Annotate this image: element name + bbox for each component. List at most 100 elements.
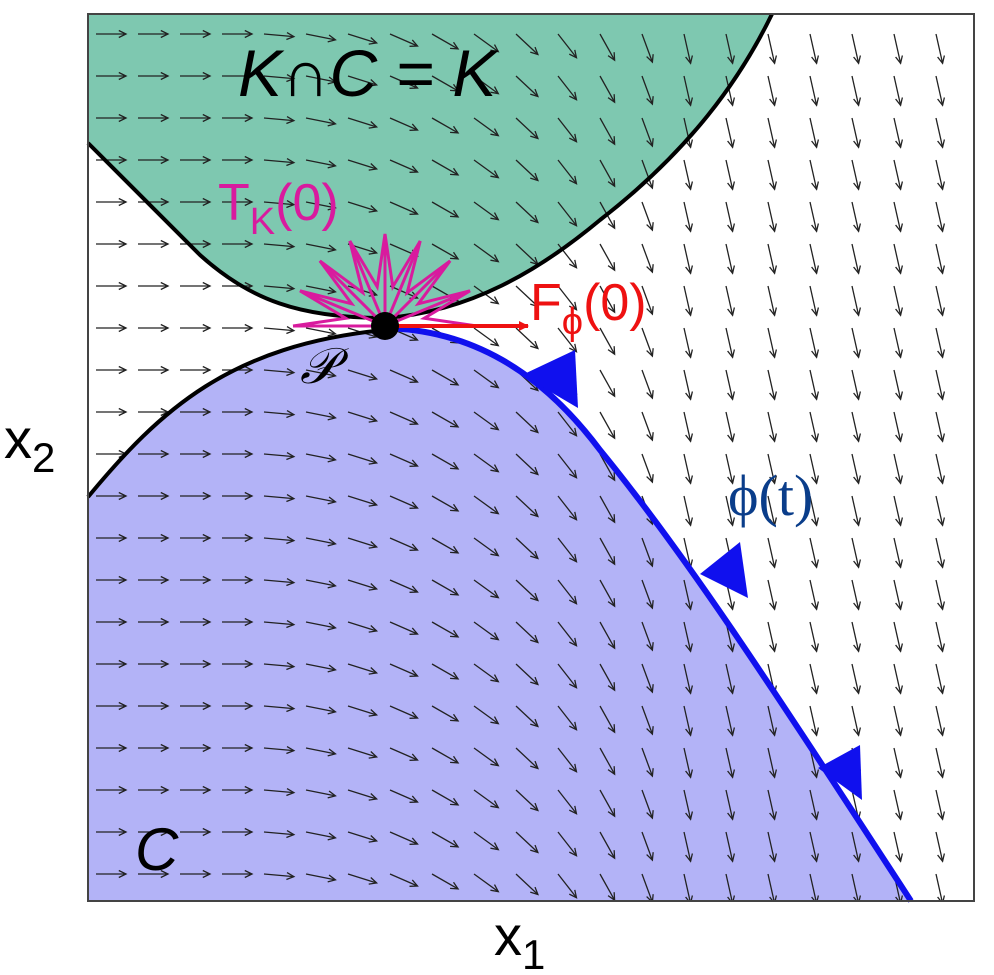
field-arrow <box>263 873 294 878</box>
field-arrow <box>515 453 539 475</box>
field-arrowhead <box>646 600 654 610</box>
field-arrow <box>515 243 539 265</box>
field-arrow <box>893 285 902 316</box>
field-arrowhead <box>685 895 694 901</box>
field-arrowhead <box>327 622 337 631</box>
field-arrow <box>305 285 336 293</box>
field-arrow <box>263 117 294 122</box>
field-arrowhead <box>530 88 539 98</box>
field-arrowhead <box>327 664 337 673</box>
field-arrow <box>809 663 818 694</box>
field-arrowhead <box>202 239 212 249</box>
field-arrowhead <box>895 97 904 107</box>
field-arrowhead <box>490 128 500 137</box>
field-arrowhead <box>895 223 904 233</box>
field-arrowhead <box>685 475 694 485</box>
field-arrow <box>389 789 418 803</box>
field-arrowhead <box>409 837 419 845</box>
field-arrow <box>683 117 692 148</box>
field-arrowhead <box>568 175 578 185</box>
field-arrow <box>893 75 902 106</box>
field-arrow <box>641 327 653 357</box>
field-arrow <box>893 705 902 736</box>
field-arrow <box>557 663 577 689</box>
field-arrowhead <box>811 97 820 107</box>
boundary-c <box>86 328 386 499</box>
field-arrow <box>683 621 692 652</box>
field-arrowhead <box>244 827 254 837</box>
field-arrowhead <box>769 811 778 821</box>
field-arrow <box>893 117 902 148</box>
field-arrow <box>515 705 539 727</box>
field-arrowhead <box>286 325 296 335</box>
field-arrow <box>641 411 653 441</box>
field-arrow <box>263 75 294 80</box>
field-arrowhead <box>409 543 419 551</box>
field-arrowhead <box>727 517 736 527</box>
field-arrowhead <box>568 259 578 269</box>
field-arrowhead <box>646 180 654 190</box>
field-arrowhead <box>769 517 778 527</box>
field-arrow <box>809 243 818 274</box>
field-arrow <box>389 201 418 215</box>
field-arrowhead <box>202 155 212 165</box>
field-arrowhead <box>409 795 419 803</box>
field-arrow <box>347 873 377 884</box>
field-arrow <box>935 873 943 901</box>
field-arrowhead <box>450 251 460 260</box>
field-arrowhead <box>568 343 578 353</box>
field-arrow <box>473 621 499 641</box>
field-arrowhead <box>118 29 128 39</box>
field-arrow <box>641 33 653 63</box>
field-arrowhead <box>409 585 419 593</box>
field-arrow <box>809 621 818 652</box>
field-arrow <box>431 537 459 554</box>
field-arrowhead <box>327 118 337 127</box>
field-arrow <box>641 873 653 901</box>
field-arrow <box>851 453 860 484</box>
field-arrowhead <box>727 97 736 107</box>
field-arrowhead <box>409 123 419 131</box>
field-arrow <box>809 579 818 610</box>
field-arrowhead <box>327 790 337 799</box>
field-arrowhead <box>895 139 904 149</box>
field-arrowhead <box>160 869 170 879</box>
field-arrow <box>557 873 577 899</box>
field-arrow <box>641 201 653 231</box>
field-arrowhead <box>727 349 736 359</box>
field-arrow <box>305 873 336 881</box>
field-arrowhead <box>202 407 212 417</box>
field-arrow <box>641 453 653 483</box>
field-arrowhead <box>811 139 820 149</box>
field-arrowhead <box>368 625 379 633</box>
field-arrow <box>347 411 377 422</box>
field-arrowhead <box>118 281 128 291</box>
field-arrow <box>473 201 499 221</box>
field-arrow <box>431 201 459 218</box>
field-arrowhead <box>244 449 254 459</box>
field-arrow <box>767 747 776 778</box>
field-arrow <box>347 201 377 212</box>
field-arrowhead <box>685 769 694 779</box>
field-arrowhead <box>409 165 419 173</box>
field-arrowhead <box>769 181 778 191</box>
field-arrowhead <box>118 785 128 795</box>
field-arrow <box>389 579 418 593</box>
field-arrow <box>263 705 294 710</box>
field-arrow <box>389 369 418 383</box>
field-arrowhead <box>160 323 170 333</box>
field-arrow <box>389 33 418 47</box>
field-arrowhead <box>160 659 170 669</box>
field-arrow <box>515 831 539 853</box>
field-arrowhead <box>450 167 460 176</box>
field-arrow <box>641 789 653 819</box>
field-arrow <box>599 747 616 775</box>
field-arrow <box>893 327 902 358</box>
tangent-cone-ray <box>348 240 387 327</box>
field-arrowhead <box>244 407 254 417</box>
field-arrowhead <box>530 466 539 476</box>
field-arrowhead <box>202 827 212 837</box>
field-arrowhead <box>244 365 254 375</box>
field-arrowhead <box>646 852 654 862</box>
field-arrow <box>389 159 418 173</box>
